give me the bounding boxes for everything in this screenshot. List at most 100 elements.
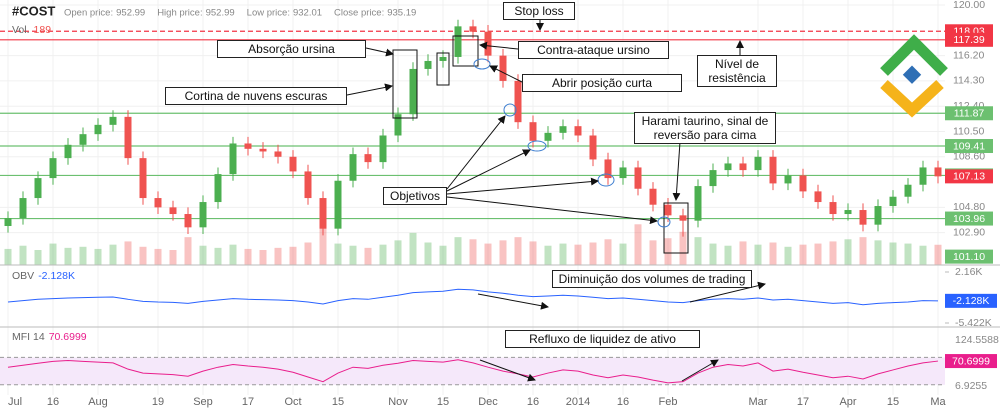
candle-body [379,135,387,163]
candle-body [229,143,237,175]
y-tick-label: 116.20 [953,49,984,61]
annotation: Contra-ataque ursino [518,41,669,59]
candle-body [889,196,897,207]
pattern-box [392,49,418,119]
volume-bar [139,246,147,265]
candle-body [859,210,867,225]
annotation: Abrir posição curta [522,74,682,92]
volume-bar [49,243,57,265]
candle-body [559,126,567,133]
candle-body [784,175,792,184]
candle-body [454,26,462,57]
indicator-value: 189 [34,24,52,36]
target-markers [473,58,671,228]
y-tick-label: 2.16K [955,266,982,278]
volume-bar [229,244,237,265]
x-tick-label: Aug [88,396,108,408]
candle-body [724,163,732,171]
x-tick-label: Dec [478,396,498,408]
x-tick-label: Jul [8,396,22,408]
overlay [0,20,1000,382]
header-value: 952.99 [116,8,145,19]
volume-bar [289,246,297,265]
volume-bar [874,240,882,265]
volume-bar [199,245,207,265]
volume-bar [304,242,312,265]
volume-bar [784,246,792,265]
candle-body [649,188,657,205]
indicator-value: -2.128K [38,270,75,282]
level-label: 117.39 [953,34,984,46]
volume-bar [364,247,372,265]
candle-body [739,163,747,171]
candle-body [289,156,297,172]
volume-bar [844,239,852,265]
candle-body [394,114,402,136]
volume-bar [754,244,762,265]
volume-bar [889,242,897,265]
volume-bar [919,245,927,265]
candle-body [184,214,192,228]
candle-body [844,210,852,215]
volume-bar [64,247,72,265]
candle-body [574,126,582,136]
value-box [945,354,997,369]
candle-body [334,180,342,229]
candle-body [109,116,117,125]
chart-title: #COST [12,3,55,18]
volume-bar [634,224,642,265]
x-tick-label: Oct [284,396,301,408]
volume-bar [904,243,912,265]
x-tick-label: Feb [659,396,678,408]
pattern-box [452,35,479,67]
volume-bar [4,248,12,265]
y-tick-label: -5.422K [955,317,992,329]
indicator-line [7,288,939,306]
volume-bar [664,238,672,265]
x-tick-label: Sep [193,396,213,408]
y-tick-label: 124.5588 [955,334,999,346]
x-tick-label: 16 [47,396,59,408]
level-label: 103.96 [953,213,985,225]
y-tick-label: 108.60 [953,151,985,163]
annotation: Diminuição dos volumes de trading [552,270,752,288]
volume-bar [709,243,717,265]
volume-bar [649,240,657,265]
x-tick-label: 15 [437,396,449,408]
annotation: Refluxo de liquidez de ativo [505,330,700,348]
volume-bar [799,244,807,265]
volume-bar [484,243,492,265]
candle-body [709,170,717,187]
candle-body [169,207,177,215]
header-value: 935.19 [387,8,416,19]
candle-body [754,156,762,171]
pattern-box [436,52,450,86]
annotation: Cortina de nuvens escuras [165,87,347,105]
candle-body [799,175,807,192]
volume-bar [469,239,477,265]
x-tick-label: 16 [617,396,629,408]
value-box-label: -2.128K [953,295,990,307]
volume-bar [409,232,417,265]
candle-body [19,198,27,219]
volume-bar [154,248,162,265]
volume-bar [589,242,597,265]
level-box [945,249,993,264]
volume-bar [34,250,42,265]
candle-body [304,171,312,199]
y-tick-label: 114.30 [953,75,984,87]
level-box [945,139,993,154]
volume-bar [499,240,507,265]
indicator-label: MFI 14 [12,331,45,343]
x-tick-label: Ma [930,396,946,408]
candle-body [514,80,522,123]
volume-bar [859,237,867,265]
value-box-label: 70.6999 [952,355,990,367]
candle-body [154,198,162,208]
header-value: 952.99 [206,8,235,19]
candle-body [424,60,432,69]
x-tick-label: 17 [797,396,809,408]
volume-bar [604,239,612,265]
candle-body [349,154,357,181]
value-box [945,293,997,308]
